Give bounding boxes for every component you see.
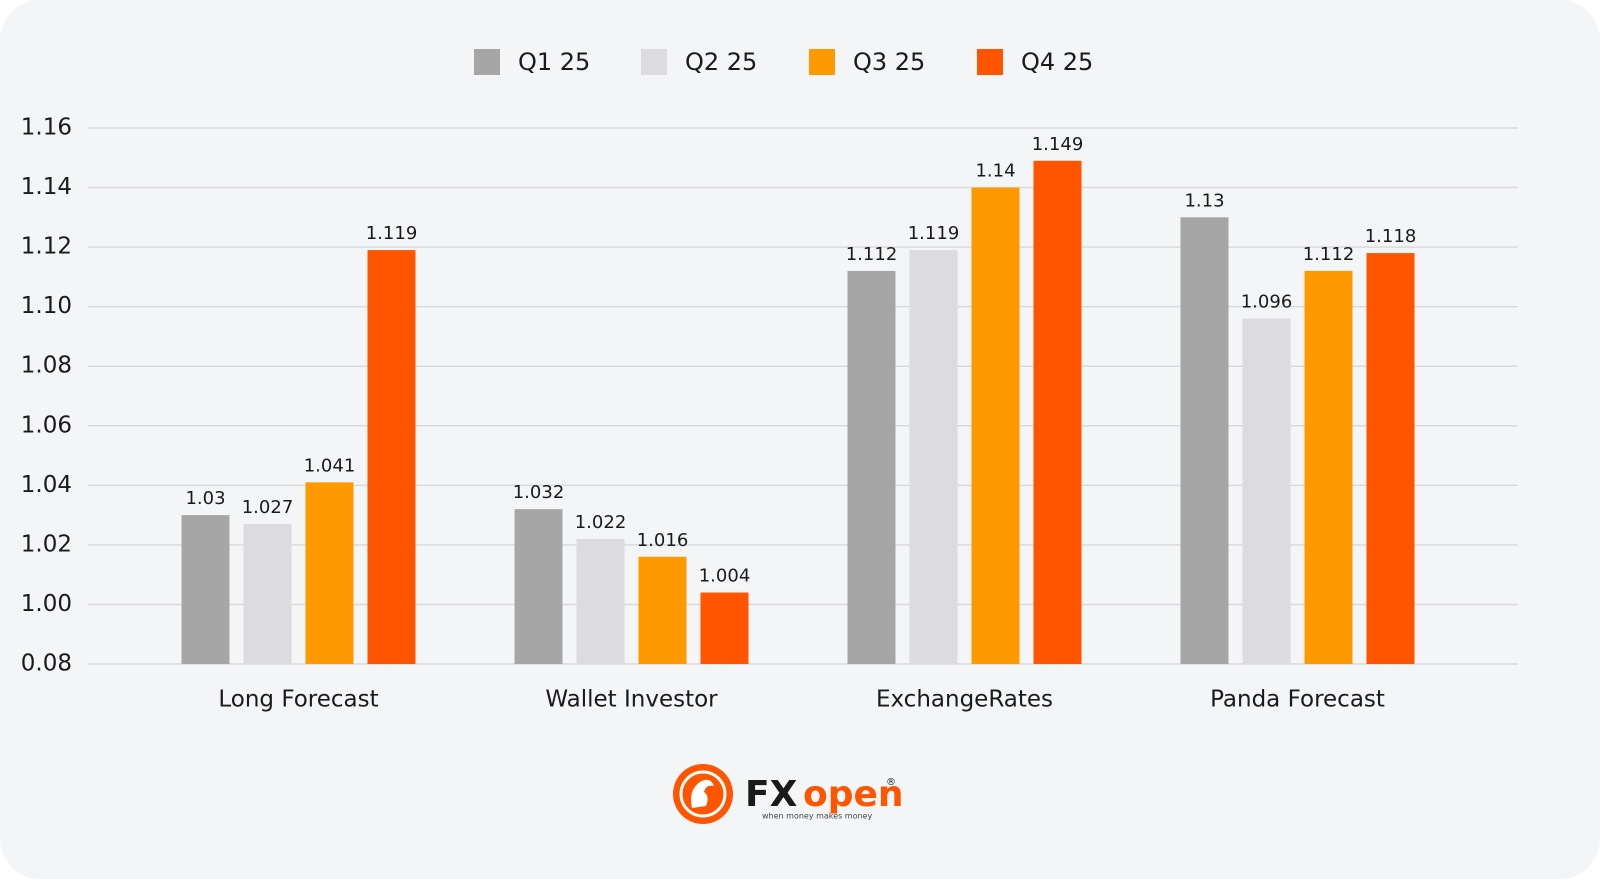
- logo-tagline: when money makes money: [762, 812, 872, 821]
- legend-swatch: [809, 49, 835, 75]
- legend-label: Q1 25: [518, 48, 590, 76]
- value-label: 1.022: [575, 512, 627, 533]
- value-label: 1.03: [185, 488, 225, 509]
- value-label: 1.14: [975, 161, 1015, 182]
- bar: [243, 524, 292, 664]
- y-tick-label: 0.08: [21, 651, 72, 677]
- logo-ring: [679, 770, 727, 818]
- value-label: 1.149: [1032, 134, 1084, 155]
- value-label: 1.027: [242, 497, 294, 518]
- value-label: 1.112: [1303, 244, 1355, 265]
- logo-registered: ®: [886, 777, 896, 788]
- legend-swatch: [977, 49, 1003, 75]
- bar: [576, 538, 625, 664]
- bar: [1304, 270, 1353, 664]
- legend-label: Q2 25: [685, 48, 757, 76]
- y-tick-label: 1.08: [21, 353, 72, 379]
- logo-bull: [691, 779, 714, 808]
- value-label: 1.112: [846, 244, 898, 265]
- legend-swatch: [474, 49, 500, 75]
- x-tick-label: ExchangeRates: [876, 687, 1053, 713]
- y-tick-label: 1.02: [21, 531, 72, 557]
- bar: [181, 515, 230, 664]
- bar: [1242, 318, 1291, 664]
- x-tick-label: Long Forecast: [218, 687, 378, 713]
- bar: [1033, 160, 1082, 664]
- value-label: 1.041: [304, 455, 356, 476]
- bar: [367, 250, 416, 665]
- logo-fx: FX: [745, 774, 798, 815]
- x-tick-label: Wallet Investor: [545, 687, 718, 713]
- bar: [514, 509, 563, 664]
- bar: [971, 187, 1020, 665]
- y-tick-label: 1.00: [21, 591, 72, 617]
- legend-label: Q3 25: [853, 48, 925, 76]
- y-tick-label: 1.14: [21, 174, 72, 200]
- y-tick-label: 1.06: [21, 412, 72, 438]
- y-tick-label: 1.12: [21, 234, 72, 260]
- y-tick-label: 1.16: [21, 115, 72, 141]
- bar: [305, 482, 354, 664]
- bar: [1366, 253, 1415, 665]
- bar: [847, 270, 896, 664]
- x-tick-label: Panda Forecast: [1210, 687, 1385, 713]
- logo-open: open: [803, 774, 904, 815]
- legend-label: Q4 25: [1021, 48, 1093, 76]
- y-tick-label: 1.04: [21, 472, 72, 498]
- value-label: 1.119: [908, 223, 960, 244]
- bar: [1180, 217, 1229, 665]
- y-tick-label: 1.10: [21, 293, 72, 319]
- value-label: 1.13: [1184, 190, 1224, 211]
- value-label: 1.004: [699, 566, 751, 587]
- legend-swatch: [641, 49, 667, 75]
- value-label: 1.016: [637, 530, 689, 551]
- bar: [909, 250, 958, 665]
- bar: [700, 592, 749, 664]
- value-label: 1.032: [513, 482, 565, 503]
- value-label: 1.096: [1241, 292, 1293, 313]
- bar: [638, 556, 687, 664]
- value-label: 1.118: [1365, 226, 1417, 247]
- logo: FX open ® when money makes money: [673, 764, 904, 824]
- value-label: 1.119: [366, 223, 418, 244]
